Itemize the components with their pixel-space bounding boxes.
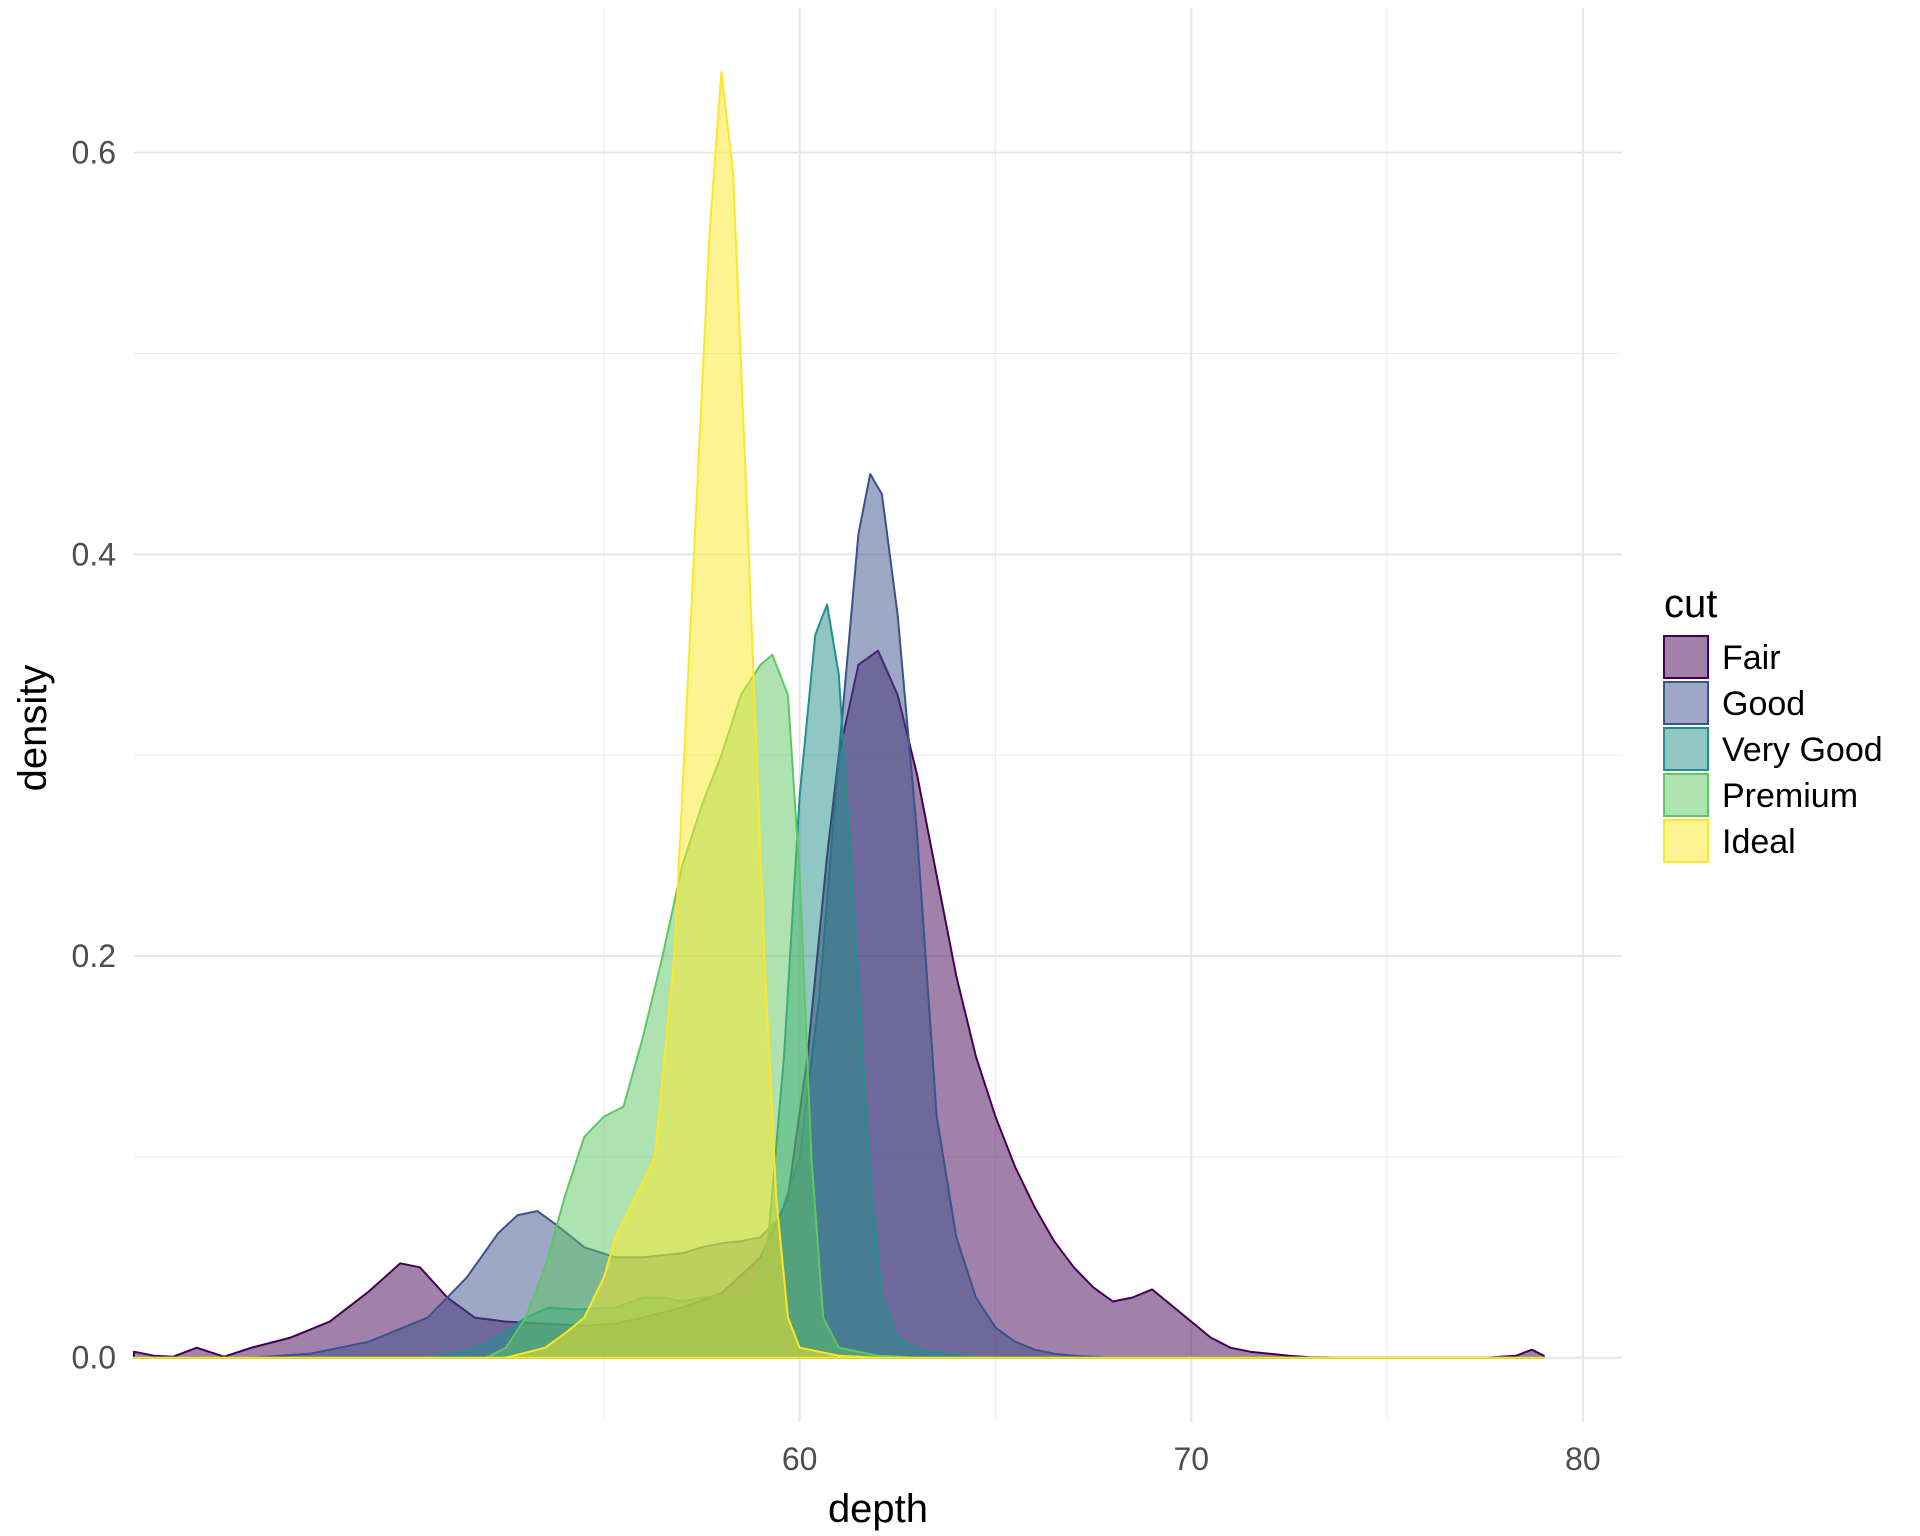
legend-title: cut [1664, 582, 1717, 626]
legend-label-premium: Premium [1722, 777, 1858, 815]
legend-key-very-good [1663, 727, 1709, 771]
y-tick-label: 0.2 [72, 938, 116, 974]
x-axis-title: depth [828, 1487, 928, 1531]
y-tick-label: 0.4 [72, 536, 116, 572]
legend-label-very-good: Very Good [1722, 731, 1883, 769]
legend-label-ideal: Ideal [1722, 823, 1796, 861]
legend-label-good: Good [1722, 685, 1805, 723]
x-tick-label: 70 [1173, 1441, 1209, 1477]
density-area-ideal [133, 71, 1545, 1359]
legend: cut Fair Good Very Good Premium Ideal [1663, 582, 1883, 863]
legend-key-fair [1663, 635, 1709, 679]
y-axis: 0.0 0.2 0.4 0.6 [72, 135, 116, 1376]
legend-key-ideal [1663, 819, 1709, 863]
density-areas [133, 71, 1545, 1359]
legend-key-good [1663, 681, 1709, 725]
density-area-very-good [133, 603, 1545, 1359]
y-axis-title: density [11, 665, 55, 792]
y-tick-label: 0.0 [72, 1340, 116, 1376]
legend-label-fair: Fair [1722, 639, 1781, 677]
legend-key-premium [1663, 773, 1709, 817]
x-axis: 60 70 80 [782, 1441, 1601, 1477]
x-tick-label: 60 [782, 1441, 818, 1477]
y-tick-label: 0.6 [72, 135, 116, 171]
x-tick-label: 80 [1565, 1441, 1601, 1477]
